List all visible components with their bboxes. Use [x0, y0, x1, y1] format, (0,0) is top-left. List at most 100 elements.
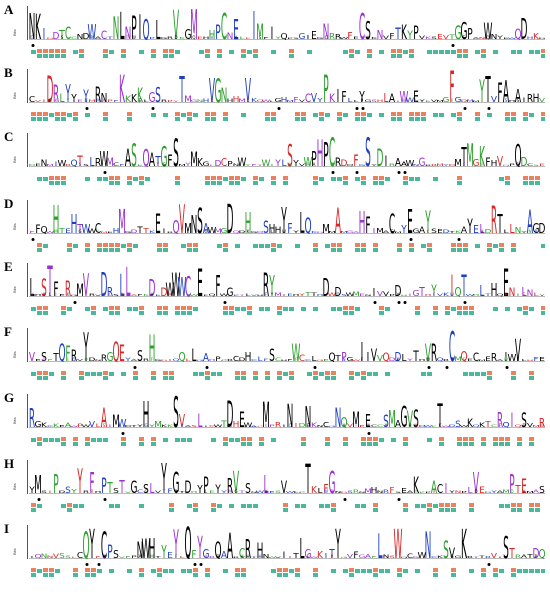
logo-letter: C	[299, 354, 305, 362]
green-bar	[229, 50, 234, 54]
orange-bar	[499, 243, 504, 247]
logo-letter: Q	[280, 32, 288, 40]
green-bar	[439, 113, 444, 117]
green-bar	[97, 177, 102, 181]
green-bar	[175, 50, 180, 54]
green-bar	[355, 248, 360, 252]
logo-letter: L	[509, 221, 515, 234]
orange-bar	[271, 243, 276, 247]
logo-letter: E	[467, 358, 473, 362]
orange-bar	[43, 112, 48, 116]
logo-letter: Y	[448, 490, 456, 494]
orange-bar	[229, 306, 234, 310]
logo-letter: M	[366, 423, 370, 428]
panel-d: D Bits F F Q W H M T E H T G W W C I M E H M G D T T K E I R Q V M E N S V A…	[0, 196, 550, 258]
logo-letter: P	[341, 350, 347, 362]
logo-letter: H	[233, 95, 240, 103]
orange-bar	[103, 49, 108, 53]
logo-letter: E	[167, 551, 173, 559]
logo-letter: A	[389, 93, 395, 103]
logo-letter: D	[521, 154, 528, 167]
orange-bar	[457, 49, 462, 53]
logo-letter: V	[245, 71, 251, 103]
logo-letter: P	[389, 294, 394, 297]
logo-letter: I	[337, 87, 340, 103]
green-bar	[211, 508, 216, 512]
green-bar	[49, 54, 54, 58]
logo-letter: M	[88, 99, 96, 103]
green-bar	[457, 311, 462, 315]
orange-bar	[391, 112, 396, 116]
logo-letter: K	[167, 424, 173, 428]
green-bar	[391, 54, 396, 58]
green-bar	[535, 181, 540, 185]
orange-bar	[349, 49, 354, 53]
logo-letter: K	[311, 422, 318, 428]
green-bar	[409, 117, 414, 121]
logo-letter: C	[491, 424, 498, 428]
logo-letter: D	[185, 479, 192, 494]
logo-letter: L	[239, 36, 244, 40]
orange-bar	[211, 176, 216, 180]
green-bar	[457, 54, 462, 58]
logo-letter: R	[65, 277, 71, 297]
logo-letter: M	[154, 420, 162, 428]
logo-letter: H	[257, 538, 264, 559]
green-bar	[259, 442, 264, 446]
logo-letter: R	[535, 229, 538, 234]
logo-letter: M	[106, 156, 114, 167]
green-bar	[97, 372, 102, 376]
logo-letter: I	[109, 424, 112, 428]
logo-letter: G	[234, 489, 237, 494]
logo-letter: I	[445, 480, 448, 494]
logo-letter: C	[359, 7, 365, 40]
orange-bar	[523, 306, 528, 310]
logo-letter: T	[162, 489, 166, 494]
logo-letter: A	[203, 220, 209, 234]
y-axis	[20, 6, 28, 40]
logo-letter: W	[178, 272, 187, 297]
logo-letter: S	[275, 490, 281, 494]
logo-letter: C	[427, 229, 430, 234]
logo-letter: K	[161, 424, 168, 428]
green-bar	[67, 307, 72, 311]
logo-letter: W	[256, 490, 265, 494]
residue-markers	[31, 301, 545, 315]
logo-letter: V	[83, 269, 89, 297]
orange-bar	[415, 112, 420, 116]
logo-letter: M	[352, 407, 360, 428]
sequence-logo: I Q N N V S S L C Q Y F CQ P S V F P NA WHM T Y E YF L QD F Y GA R QD A…	[29, 525, 545, 559]
marker-dot	[403, 301, 407, 304]
green-bar	[187, 438, 192, 442]
orange-bar	[457, 437, 462, 441]
green-bar	[283, 508, 288, 512]
logo-letter: E	[353, 36, 359, 40]
logo-letter: T	[497, 209, 503, 234]
logo-letter: G	[149, 90, 156, 103]
logo-letter: Q	[112, 336, 119, 362]
orange-bar	[229, 176, 234, 180]
green-bar	[493, 50, 498, 54]
logo-letter: V	[491, 552, 498, 559]
green-bar	[217, 181, 222, 185]
panel-h: H Bits Y M S I P D S Y Y R F R H P T S T V G C S G L V Y T F G Q T D H Y P L…	[0, 456, 550, 518]
green-bar	[211, 372, 216, 376]
green-bar	[469, 569, 474, 573]
green-bar	[103, 117, 108, 121]
orange-bar	[133, 371, 138, 375]
green-bar	[469, 442, 474, 446]
orange-bar	[223, 243, 228, 247]
logo-letter: C	[65, 24, 71, 40]
logo-letter: V	[449, 545, 455, 559]
marker-dot	[361, 107, 365, 110]
green-bar	[175, 438, 180, 442]
logo-letter: N	[113, 12, 120, 40]
green-bar	[541, 569, 545, 573]
green-bar	[457, 248, 462, 252]
green-bar	[217, 54, 222, 58]
logo-letter: F	[287, 359, 292, 362]
green-bar	[379, 50, 384, 54]
orange-bar	[367, 437, 372, 441]
green-bar	[445, 311, 450, 315]
green-bar	[307, 372, 312, 376]
